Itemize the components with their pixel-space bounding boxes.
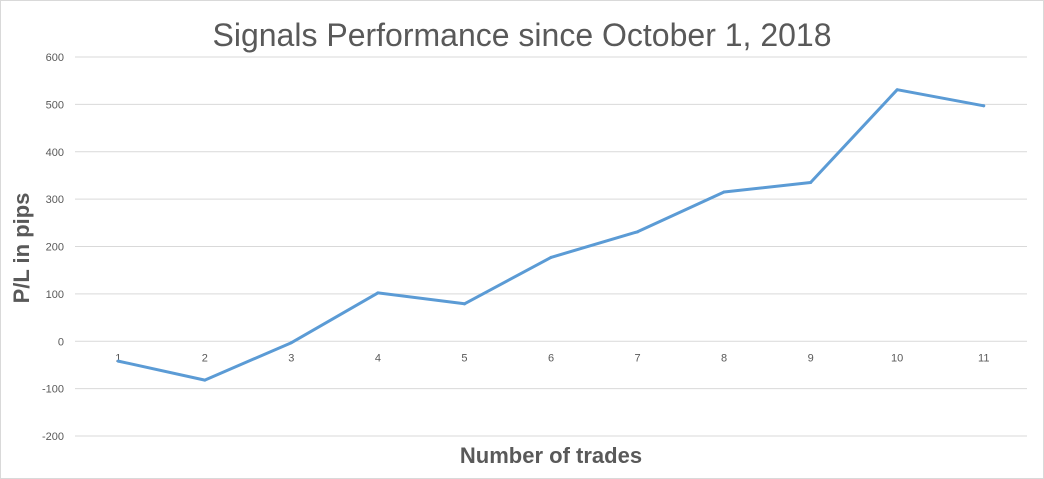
x-tick-label: 3 bbox=[288, 352, 294, 364]
y-tick-label: 300 bbox=[46, 194, 64, 206]
y-tick-label: 0 bbox=[58, 336, 64, 348]
data-point bbox=[203, 378, 207, 382]
data-point bbox=[289, 341, 293, 345]
x-tick-label: 2 bbox=[202, 352, 208, 364]
data-point bbox=[895, 88, 899, 92]
y-tick-label: -100 bbox=[42, 384, 64, 396]
data-point bbox=[376, 291, 380, 295]
data-point bbox=[809, 181, 813, 185]
series-layer bbox=[116, 88, 986, 382]
data-point bbox=[722, 190, 726, 194]
data-point bbox=[116, 359, 120, 363]
data-point bbox=[462, 302, 466, 306]
x-tick-label: 1 bbox=[115, 352, 121, 364]
chart-title: Signals Performance since October 1, 201… bbox=[213, 17, 832, 53]
y-tick-label: 200 bbox=[46, 242, 64, 254]
y-tick-label: -200 bbox=[42, 431, 64, 443]
y-tick-label: 600 bbox=[46, 52, 64, 64]
y-tick-label: 500 bbox=[46, 99, 64, 111]
gridlines bbox=[75, 56, 1027, 437]
x-axis-title: Number of trades bbox=[460, 443, 642, 468]
y-tick-label: 100 bbox=[46, 289, 64, 301]
x-tick-label: 11 bbox=[978, 352, 989, 364]
x-tick-label: 10 bbox=[891, 352, 903, 364]
data-point bbox=[636, 230, 640, 234]
data-point bbox=[982, 104, 986, 108]
y-axis-title: P/L in pips bbox=[9, 193, 34, 304]
x-tick-label: 4 bbox=[375, 352, 381, 364]
x-tick-label: 9 bbox=[808, 352, 814, 364]
series-line bbox=[116, 88, 986, 382]
x-tick-label: 6 bbox=[548, 352, 554, 364]
x-tick-label: 5 bbox=[461, 352, 467, 364]
x-tick-label: 8 bbox=[721, 352, 727, 364]
data-point bbox=[549, 255, 553, 259]
x-tick-label: 7 bbox=[634, 352, 640, 364]
x-axis-ticks: 1 2 3 4 5 6 7 8 9 10 11 bbox=[115, 352, 989, 364]
y-axis-ticks: -200 -100 0 100 200 300 400 500 600 bbox=[42, 52, 64, 443]
y-tick-label: 400 bbox=[46, 147, 64, 159]
